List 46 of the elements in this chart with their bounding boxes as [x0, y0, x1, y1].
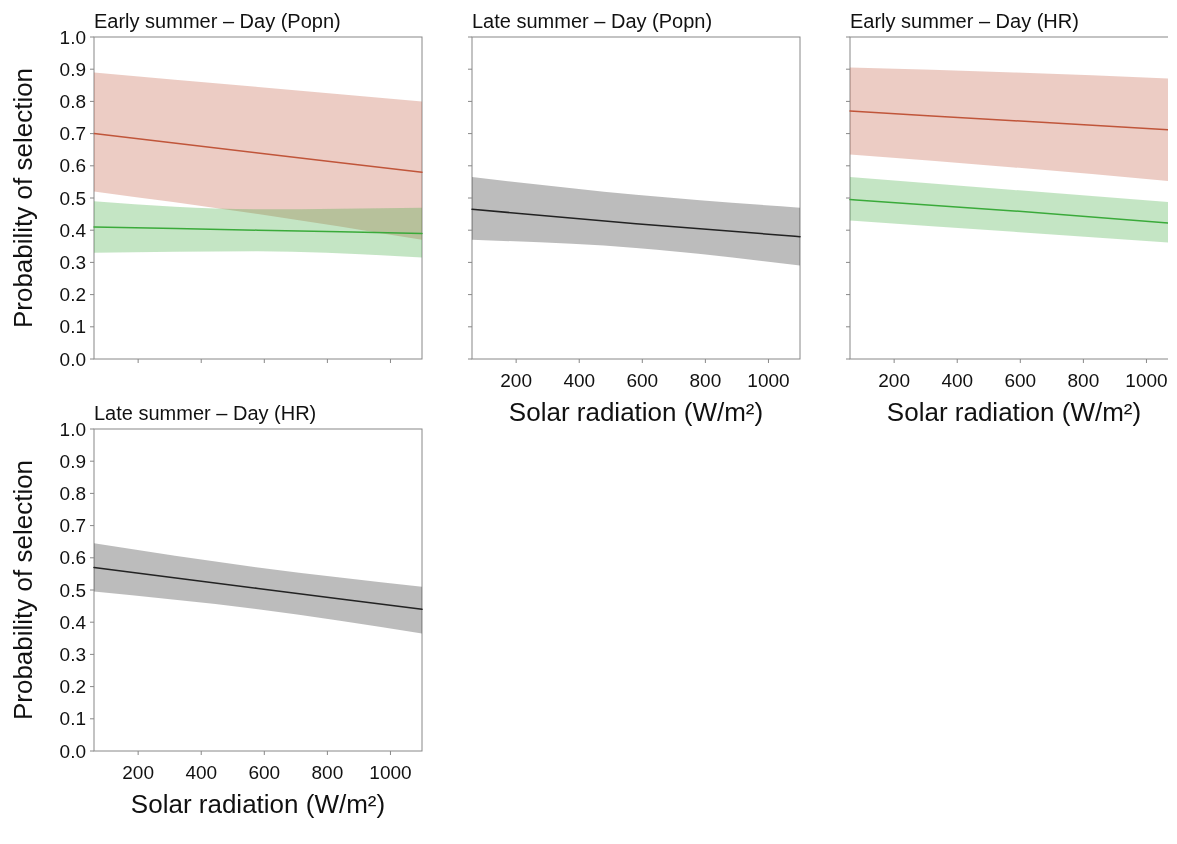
chart-title: Early summer – Day (HR): [850, 10, 1079, 32]
x-tick-label: 200: [122, 762, 155, 783]
y-tick-label: 0.9: [59, 58, 86, 80]
x-axis-title: Solar radiation (W/m²): [130, 789, 386, 819]
x-tick-label: 800: [1067, 370, 1100, 391]
y-tick-label: 0.8: [59, 483, 86, 505]
y-tick-label: 0.4: [59, 611, 87, 633]
x-tick-label: 600: [1004, 370, 1037, 391]
y-tick-label: 0.7: [59, 123, 86, 145]
y-tick-label: 0.3: [59, 644, 86, 666]
y-tick-label: 0.2: [59, 284, 86, 306]
x-tick-label: 400: [941, 370, 974, 391]
y-axis-title: Probability of selection: [8, 459, 38, 721]
y-tick-label: 0.4: [59, 219, 87, 241]
x-tick-label: 1000: [747, 370, 790, 391]
y-tick-label: 0.6: [59, 547, 86, 569]
y-tick-label: 0.9: [59, 450, 86, 472]
x-tick-label: 600: [626, 370, 659, 391]
y-tick-label: 0.6: [59, 155, 86, 177]
text: 0.0: [59, 740, 86, 762]
x-tick-label: 1000: [1125, 370, 1168, 391]
chart-title: Early summer – Day (Popn): [94, 10, 341, 32]
x-tick-label: 200: [500, 370, 533, 391]
y-tick-label: 0.3: [59, 252, 86, 274]
text: 0.0: [59, 348, 86, 370]
text: 1.0: [59, 26, 86, 48]
x-tick-label: 800: [311, 762, 344, 783]
x-tick-label: 600: [248, 762, 281, 783]
chart-title: Late summer – Day (Popn): [472, 10, 713, 32]
x-tick-label: 400: [563, 370, 596, 391]
y-axis-title: Probability of selection: [8, 67, 38, 329]
y-tick-label: 0.1: [59, 708, 86, 730]
x-tick-label: 400: [185, 762, 218, 783]
y-tick-label: 0.2: [59, 676, 86, 698]
x-axis-title: Solar radiation (W/m²): [508, 397, 764, 427]
x-tick-label: 1000: [369, 762, 412, 783]
text: 1.0: [59, 418, 86, 440]
y-tick-label: 0.7: [59, 515, 86, 537]
chart-title: Late summer – Day (HR): [94, 402, 317, 424]
y-tick-label: 0.8: [59, 91, 86, 113]
y-tick-label: 0.5: [59, 579, 86, 601]
x-axis-title: Solar radiation (W/m²): [886, 397, 1142, 427]
x-tick-label: 800: [689, 370, 722, 391]
y-tick-label: 0.1: [59, 316, 86, 338]
x-tick-label: 200: [878, 370, 911, 391]
y-tick-label: 0.5: [59, 187, 86, 209]
